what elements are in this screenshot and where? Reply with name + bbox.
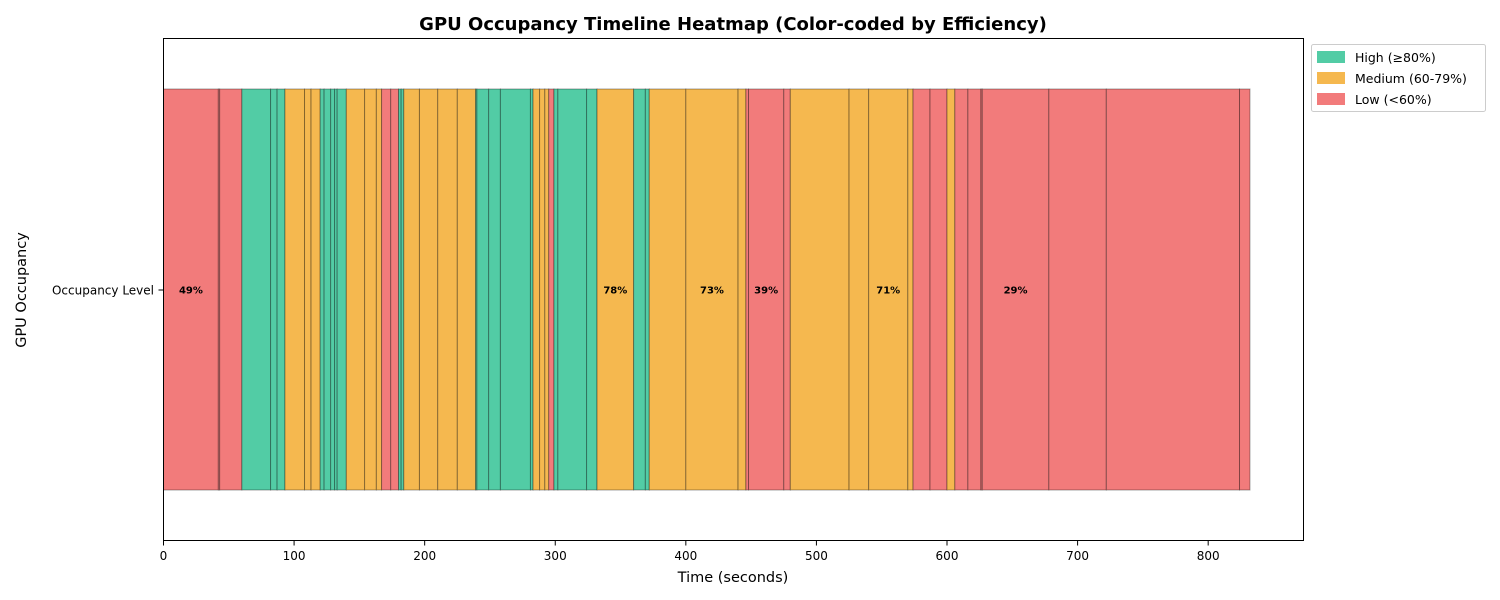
x-tick-label: 0 [160, 549, 168, 563]
x-tick-label: 100 [283, 549, 306, 563]
segment-low-33 [548, 88, 555, 491]
segment-low-18 [390, 88, 400, 491]
segment-medium-14 [345, 88, 366, 491]
segment-low-45 [783, 88, 791, 491]
segment-low-44 [748, 88, 785, 491]
segment-high-11 [330, 88, 336, 491]
x-axis-ticks: 0 100 200 300 400 500 600 700 800 [160, 540, 1220, 563]
x-tick-label: 700 [1066, 549, 1089, 563]
segment-low-0 [163, 88, 219, 491]
segment-high-9 [319, 88, 325, 491]
segment-medium-49 [907, 88, 914, 491]
x-tick-label: 800 [1197, 549, 1220, 563]
segment-low-53 [954, 88, 969, 491]
legend-swatch-medium [1317, 72, 1345, 84]
data-labels-layer: 49% 78% 73% 39% 71% 29% [179, 286, 1028, 297]
segment-high-28 [499, 88, 531, 491]
legend-label-low: Low (<60%) [1355, 92, 1432, 107]
segment-medium-37 [596, 88, 635, 491]
x-tick-label: 400 [674, 549, 697, 563]
segment-medium-15 [364, 88, 377, 491]
segment-medium-40 [648, 88, 687, 491]
segment-data-label: 39% [754, 286, 778, 297]
segment-medium-16 [375, 88, 383, 491]
segment-low-2 [219, 88, 243, 491]
y-axis-label: GPU Occupancy [14, 232, 30, 348]
legend-swatch-high [1317, 51, 1345, 63]
segment-data-label: 73% [700, 286, 724, 297]
legend: High (≥80%) Medium (60-79%) Low (<60%) [1311, 44, 1486, 112]
segment-medium-8 [310, 88, 321, 491]
segment-high-10 [323, 88, 332, 491]
segment-high-35 [557, 88, 588, 491]
segment-medium-24 [456, 88, 477, 491]
segment-high-27 [488, 88, 501, 491]
segment-medium-31 [539, 88, 546, 491]
segment-high-3 [241, 88, 272, 491]
segment-medium-7 [304, 88, 312, 491]
legend-frame [1311, 44, 1486, 112]
segment-medium-52 [946, 88, 956, 491]
segment-high-26 [476, 88, 490, 491]
segment-low-59 [1239, 88, 1251, 491]
x-tick-label: 600 [936, 549, 959, 563]
legend-label-medium: Medium (60-79%) [1355, 71, 1467, 86]
y-axis-tick-label: Occupancy Level [52, 284, 154, 298]
legend-items: High (≥80%) Medium (60-79%) Low (<60%) [1317, 50, 1467, 107]
segment-low-51 [929, 88, 948, 491]
segment-medium-48 [868, 88, 909, 491]
segment-high-5 [276, 88, 286, 491]
segment-low-17 [381, 88, 392, 491]
x-tick-label: 300 [544, 549, 567, 563]
segment-medium-32 [544, 88, 550, 491]
segment-medium-30 [532, 88, 541, 491]
segment-medium-41 [685, 88, 739, 491]
segment-medium-21 [403, 88, 420, 491]
segments-layer [163, 88, 1251, 491]
segment-data-label: 29% [1004, 286, 1028, 297]
segment-high-4 [270, 88, 278, 491]
segment-high-36 [586, 88, 598, 491]
segment-data-label: 71% [876, 286, 900, 297]
segment-medium-47 [848, 88, 870, 491]
segment-high-13 [336, 88, 347, 491]
segment-medium-22 [418, 88, 439, 491]
x-tick-label: 500 [805, 549, 828, 563]
segment-low-56 [981, 88, 1050, 491]
legend-swatch-low [1317, 93, 1345, 105]
chart-title: GPU Occupancy Timeline Heatmap (Color-co… [419, 14, 1047, 35]
segment-medium-23 [437, 88, 458, 491]
segment-medium-6 [284, 88, 306, 491]
segment-low-54 [967, 88, 982, 491]
x-axis-label: Time (seconds) [677, 570, 789, 586]
segment-medium-42 [737, 88, 747, 491]
segment-low-58 [1105, 88, 1241, 491]
segment-high-39 [644, 88, 650, 491]
x-tick-label: 200 [413, 549, 436, 563]
segment-data-label: 49% [179, 286, 203, 297]
segment-high-38 [633, 88, 646, 491]
segment-low-50 [912, 88, 931, 491]
segment-medium-46 [789, 88, 850, 491]
legend-label-high: High (≥80%) [1355, 50, 1436, 65]
segment-data-label: 78% [603, 286, 627, 297]
segment-high-34 [553, 88, 559, 491]
segment-low-57 [1048, 88, 1107, 491]
